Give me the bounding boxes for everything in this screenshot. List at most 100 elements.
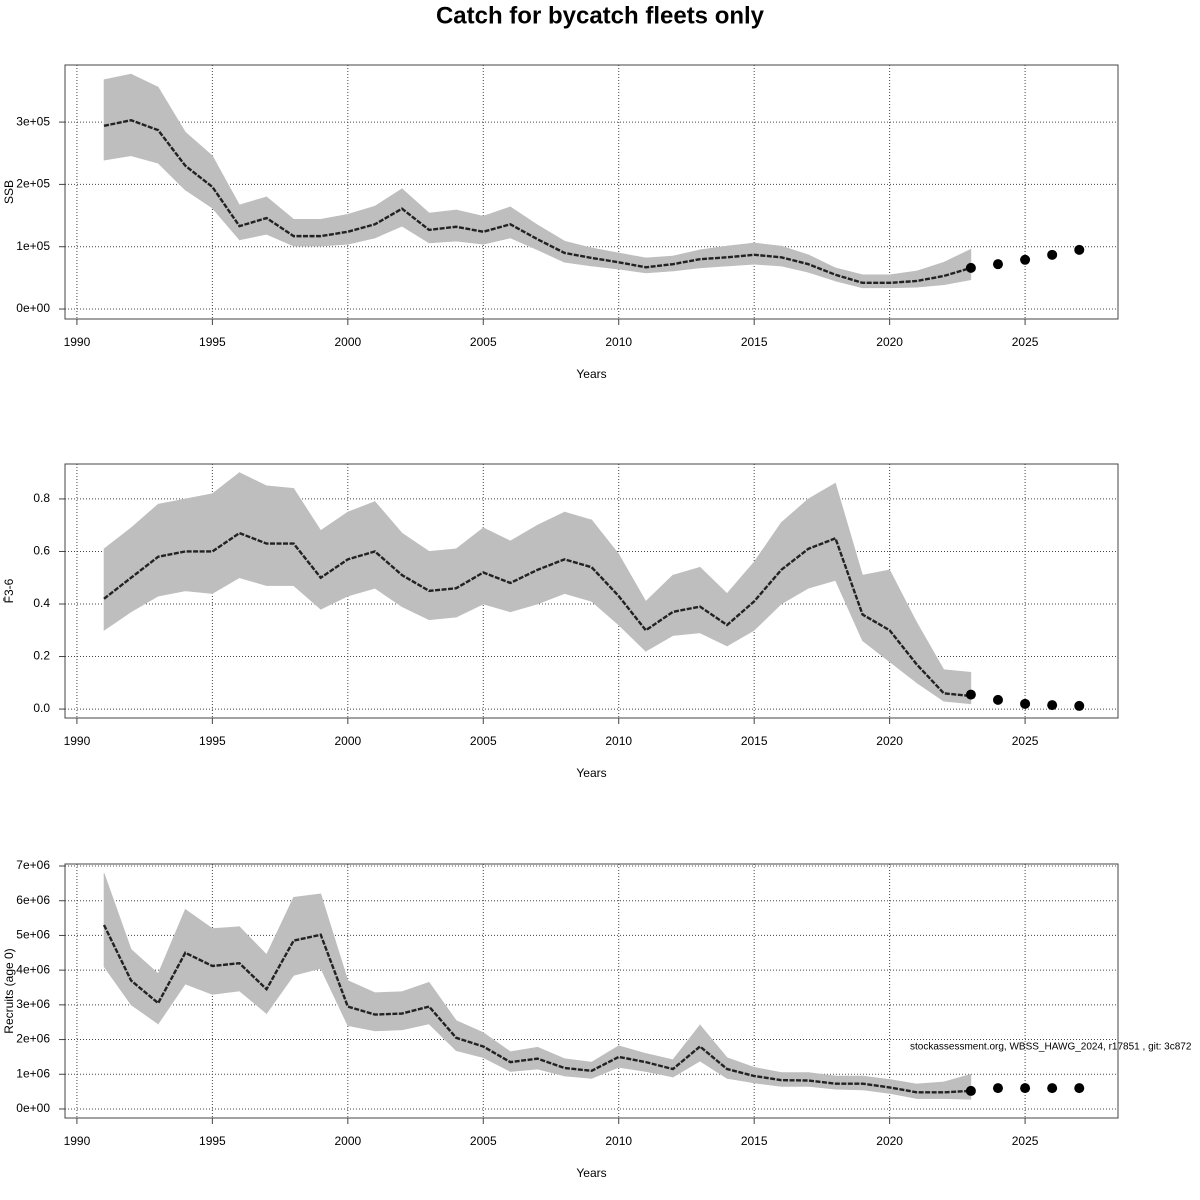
panel: 1990 1995 2000 2005 2010 2015 2020 2025 0e+00 1e+…	[2, 64, 1119, 381]
confidence-band	[103, 872, 132, 1006]
y-tick-label: 3e+05	[16, 114, 50, 128]
confidence-band	[239, 926, 267, 1015]
confidence-band	[320, 893, 349, 1026]
x-axis-label: Years	[576, 1166, 606, 1180]
confidence-band	[455, 527, 484, 618]
forecast-point	[1047, 700, 1058, 711]
confidence-band	[103, 73, 132, 161]
y-tick-label: 0.4	[33, 596, 50, 610]
confidence-band	[753, 521, 782, 631]
confidence-band	[645, 255, 674, 274]
confidence-band	[808, 254, 836, 282]
y-tick-label: 2e+05	[16, 177, 50, 191]
confidence-band	[401, 188, 430, 244]
y-tick-label: 1e+05	[16, 239, 50, 253]
confidence-band	[239, 472, 267, 587]
confidence-band	[943, 248, 972, 286]
confidence-band	[482, 527, 511, 613]
confidence-band	[320, 213, 349, 247]
x-axis-label: Years	[576, 367, 606, 381]
confidence-band	[184, 493, 213, 594]
forecast-point	[1020, 698, 1031, 709]
x-tick-label: 2010	[605, 1134, 632, 1148]
x-tick-label: 2000	[334, 734, 361, 748]
confidence-band	[510, 524, 538, 613]
confidence-band	[699, 1024, 728, 1079]
confidence-band	[916, 621, 945, 702]
forecast-point	[1074, 700, 1085, 711]
confidence-band	[157, 498, 186, 597]
estimate-line	[103, 118, 972, 285]
x-tick-label: 2010	[605, 734, 632, 748]
forecast-point	[1074, 244, 1085, 255]
y-axis-label: SSB	[2, 180, 16, 204]
confidence-band	[537, 511, 565, 605]
chart-title: Catch for bycatch fleets only	[436, 2, 765, 29]
x-tick-label: 2020	[876, 1134, 903, 1148]
confidence-band	[482, 1032, 511, 1072]
confidence-band	[455, 1020, 484, 1058]
forecast-point	[992, 259, 1003, 270]
x-tick-label: 2025	[1012, 335, 1039, 349]
y-tick-label: 5e+06	[16, 928, 50, 942]
annotation: stockassessment.org, WBSS_HAWG_2024, r17…	[910, 1042, 1192, 1053]
x-axis-label: Years	[576, 766, 606, 780]
confidence-band	[130, 503, 159, 613]
forecast-point	[1020, 254, 1031, 265]
x-tick-label: 2025	[1012, 1134, 1039, 1148]
confidence-band	[347, 501, 376, 597]
x-tick-label: 2005	[470, 335, 497, 349]
x-tick-label: 2000	[334, 1134, 361, 1148]
confidence-band	[428, 209, 457, 244]
y-tick-label: 1e+06	[16, 1066, 50, 1080]
confidence-band	[184, 908, 213, 995]
x-tick-label: 1990	[64, 734, 91, 748]
confidence-band	[889, 270, 918, 289]
x-tick-label: 2020	[876, 734, 903, 748]
confidence-band	[862, 569, 890, 663]
plot-frame	[64, 863, 1119, 1119]
x-tick-label: 2005	[470, 1134, 497, 1148]
confidence-band	[130, 948, 159, 1025]
confidence-band	[889, 569, 918, 684]
confidence-band	[157, 86, 186, 191]
confidence-band	[347, 980, 376, 1032]
forecast-point	[1047, 1083, 1058, 1094]
confidence-band	[428, 548, 457, 621]
confidence-band	[293, 218, 322, 247]
confidence-band	[672, 566, 701, 636]
x-tick-label: 2020	[876, 335, 903, 349]
y-tick-label: 0.6	[33, 544, 50, 558]
panel: 1990 1995 2000 2005 2010 2015 2020 2025 0e+00 1e+…	[2, 858, 1192, 1180]
confidence-band	[401, 532, 430, 621]
confidence-band	[212, 472, 240, 595]
forecast-point	[1047, 249, 1058, 260]
confidence-band	[943, 669, 972, 705]
confidence-band	[916, 261, 945, 288]
x-tick-label: 2010	[605, 335, 632, 349]
confidence-band	[157, 909, 186, 1025]
y-tick-label: 0.0	[33, 701, 50, 715]
x-tick-label: 2015	[741, 734, 768, 748]
forecast-point	[965, 262, 976, 273]
plot-frame	[64, 64, 1119, 320]
confidence-band	[726, 1057, 755, 1084]
confidence-band	[808, 482, 836, 589]
x-tick-label: 2015	[741, 335, 768, 349]
y-tick-label: 7e+06	[16, 858, 50, 872]
estimate-line	[103, 531, 972, 698]
confidence-band	[374, 991, 403, 1032]
confidence-band	[726, 561, 755, 647]
confidence-band	[699, 566, 728, 647]
panel: 1990 1995 2000 2005 2010 2015 2020 2025 0.0 0.2 0.…	[2, 463, 1119, 780]
confidence-band	[943, 1073, 972, 1100]
confidence-band	[591, 1045, 620, 1079]
forecast-point	[1020, 1083, 1031, 1094]
confidence-band	[401, 981, 430, 1031]
y-tick-label: 2e+06	[16, 1032, 50, 1046]
y-tick-label: 0.8	[33, 491, 50, 505]
forecast-point	[992, 694, 1003, 705]
confidence-band	[239, 196, 267, 241]
confidence-band	[916, 1081, 945, 1099]
